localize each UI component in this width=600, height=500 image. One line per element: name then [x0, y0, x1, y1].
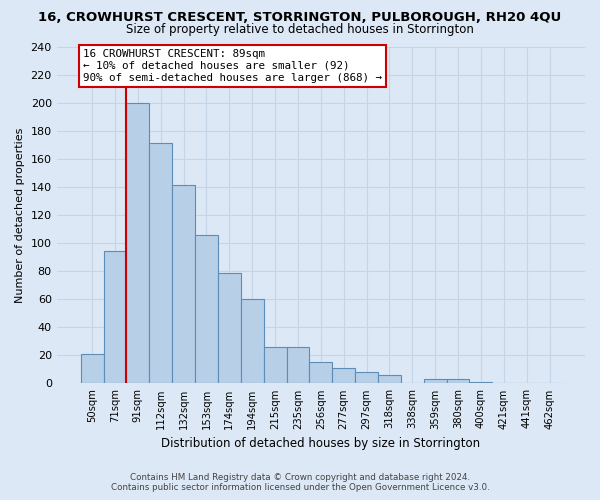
Bar [287, 347, 310, 384]
Bar [424, 379, 446, 384]
Text: Size of property relative to detached houses in Storrington: Size of property relative to detached ho… [126, 24, 474, 36]
Text: 16, CROWHURST CRESCENT, STORRINGTON, PULBOROUGH, RH20 4QU: 16, CROWHURST CRESCENT, STORRINGTON, PUL… [38, 11, 562, 24]
Bar [149, 144, 172, 384]
Bar [310, 362, 332, 384]
Text: Contains HM Land Registry data © Crown copyright and database right 2024.
Contai: Contains HM Land Registry data © Crown c… [110, 473, 490, 492]
Bar [241, 299, 263, 384]
Bar [332, 368, 355, 384]
Bar [104, 252, 127, 384]
Text: 16 CROWHURST CRESCENT: 89sqm
← 10% of detached houses are smaller (92)
90% of se: 16 CROWHURST CRESCENT: 89sqm ← 10% of de… [83, 50, 382, 82]
X-axis label: Distribution of detached houses by size in Storrington: Distribution of detached houses by size … [161, 437, 481, 450]
Bar [195, 234, 218, 384]
Bar [469, 382, 493, 384]
Y-axis label: Number of detached properties: Number of detached properties [15, 128, 25, 302]
Bar [263, 347, 287, 384]
Bar [127, 102, 149, 384]
Bar [355, 372, 378, 384]
Bar [80, 354, 104, 384]
Bar [378, 375, 401, 384]
Bar [218, 272, 241, 384]
Bar [446, 379, 469, 384]
Bar [172, 186, 195, 384]
